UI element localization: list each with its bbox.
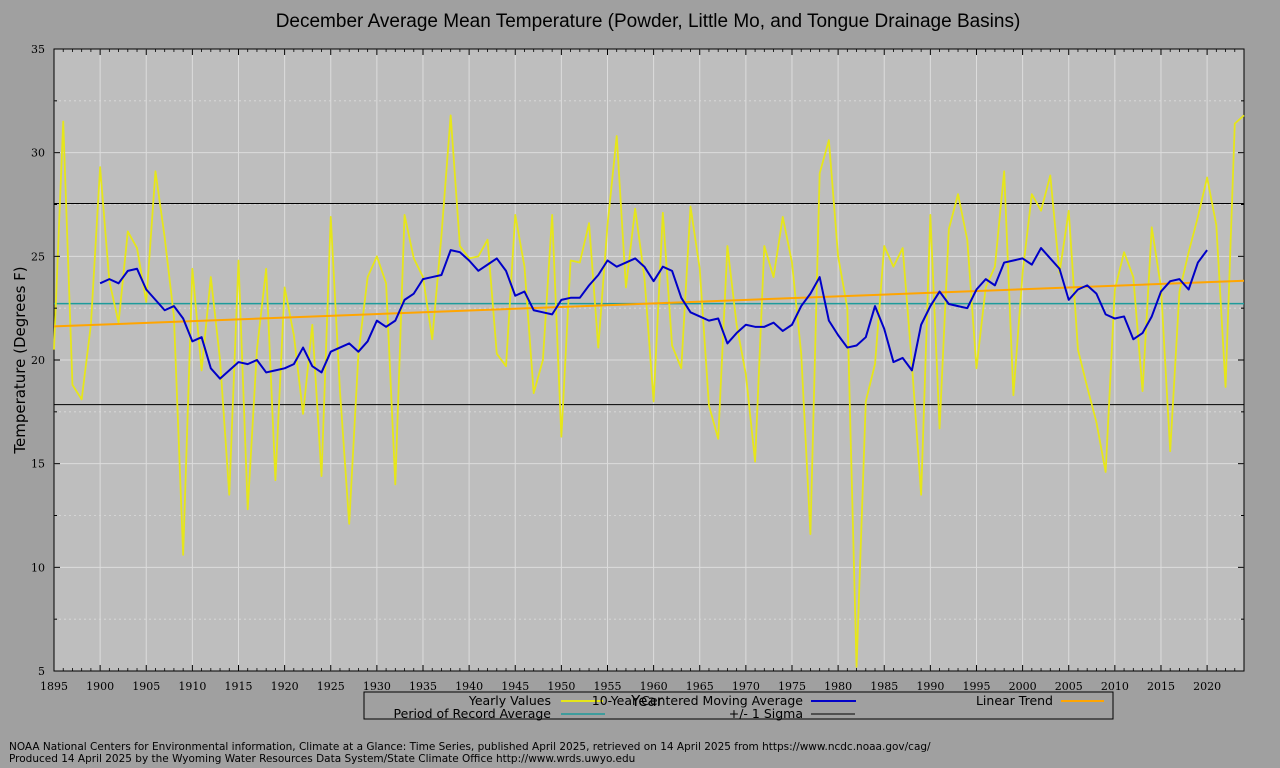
y-tick-label: 15: [31, 458, 45, 471]
footer-source: NOAA National Centers for Environmental …: [9, 741, 931, 753]
chart-title: December Average Mean Temperature (Powde…: [276, 11, 1021, 32]
y-tick-label: 30: [31, 147, 45, 160]
y-tick-label: 25: [31, 250, 45, 263]
x-tick-label: 1960: [640, 680, 668, 693]
x-tick-label: 2010: [1101, 680, 1129, 693]
y-tick-label: 35: [31, 43, 45, 56]
legend-label-linear-trend: Linear Trend: [976, 693, 1053, 708]
x-tick-label: 1995: [962, 680, 990, 693]
legend-label-moving-average: 10-Year Centered Moving Average: [592, 693, 804, 708]
x-tick-label: 1905: [132, 680, 160, 693]
x-tick-label: 1985: [870, 680, 898, 693]
y-axis-label: Temperature (Degrees F): [11, 266, 29, 454]
legend-label-period-average: Period of Record Average: [394, 706, 552, 721]
x-tick-label: 2000: [1009, 680, 1037, 693]
x-tick-label: 1925: [317, 680, 345, 693]
x-tick-label: 2020: [1193, 680, 1221, 693]
x-tick-label: 1910: [178, 680, 206, 693]
legend-box: [363, 691, 1114, 720]
x-tick-label: 1955: [593, 680, 621, 693]
x-tick-label: 1940: [455, 680, 483, 693]
legend-label-sigma: +/- 1 Sigma: [729, 706, 803, 721]
x-tick-label: 1920: [271, 680, 299, 693]
x-tick-label: 1965: [686, 680, 714, 693]
x-tick-label: 2015: [1147, 680, 1175, 693]
x-axis-label: Year: [630, 692, 664, 710]
x-tick-label: 1970: [732, 680, 760, 693]
legend-label-yearly: Yearly Values: [468, 693, 551, 708]
x-tick-label: 1895: [40, 680, 68, 693]
x-tick-label: 1950: [547, 680, 575, 693]
y-tick-label: 10: [31, 561, 45, 574]
footer-credit: Produced 14 April 2025 by the Wyoming Wa…: [9, 753, 636, 765]
moving-average-line: [99, 247, 1208, 380]
x-tick-label: 1930: [363, 680, 391, 693]
x-tick-label: 2005: [1055, 680, 1083, 693]
linear-trend-line: [53, 279, 1245, 328]
x-tick-label: 1975: [778, 680, 806, 693]
x-tick-label: 1945: [501, 680, 529, 693]
x-tick-label: 1935: [409, 680, 437, 693]
y-tick-label: 20: [31, 354, 45, 367]
x-tick-label: 1980: [824, 680, 852, 693]
x-tick-label: 1990: [916, 680, 944, 693]
yearly-values-line: [53, 114, 1245, 668]
y-tick-label: 5: [38, 665, 45, 678]
x-tick-label: 1915: [224, 680, 252, 693]
legend: Yearly Values 10-Year Centered Moving Av…: [363, 691, 1114, 721]
x-tick-label: 1900: [86, 680, 114, 693]
